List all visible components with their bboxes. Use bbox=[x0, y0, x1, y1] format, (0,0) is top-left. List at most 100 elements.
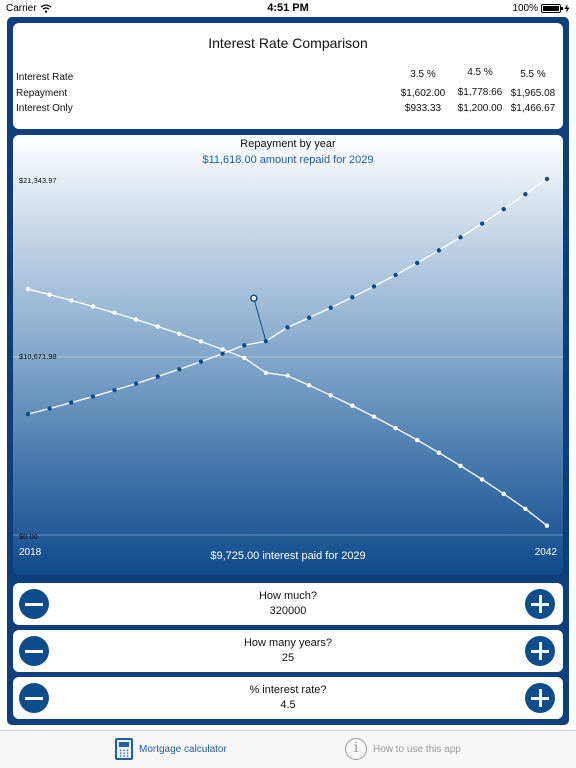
tab-how-to-use[interactable]: i How to use this app bbox=[345, 738, 461, 760]
data-point-interest[interactable] bbox=[198, 339, 204, 344]
data-point-interest[interactable] bbox=[220, 347, 225, 352]
carrier-indicator: Carrier bbox=[6, 3, 52, 14]
data-point-repaid[interactable] bbox=[436, 248, 442, 253]
rate-mid-value: 4.5 % bbox=[467, 67, 493, 78]
y-tick-label-max: $21,343.97 bbox=[19, 176, 57, 185]
data-point-interest[interactable] bbox=[285, 373, 290, 378]
data-point-repaid[interactable] bbox=[25, 411, 31, 417]
data-point-interest[interactable] bbox=[458, 463, 463, 468]
data-point-repaid[interactable] bbox=[285, 325, 290, 330]
control-label: How much? bbox=[258, 590, 318, 602]
comparison-row-repayment: Repayment $1,602.00 $1,778.66 $1,965.08 bbox=[13, 87, 563, 102]
comparison-row-interest-rate: Interest Rate 3.5 % 4.5 % 5.5 % bbox=[13, 67, 563, 86]
data-point-interest[interactable] bbox=[501, 491, 506, 497]
interest-rate-comparison-panel: Interest Rate Comparison Interest Rate 3… bbox=[13, 23, 563, 129]
data-point-repaid[interactable] bbox=[328, 305, 333, 310]
data-point-repaid[interactable] bbox=[155, 374, 160, 379]
data-point-interest[interactable] bbox=[242, 355, 247, 360]
data-point-interest[interactable] bbox=[133, 317, 139, 322]
row-label: Interest Only bbox=[16, 103, 73, 114]
data-point-interest[interactable] bbox=[177, 331, 182, 336]
increase-rate-button[interactable] bbox=[525, 683, 555, 713]
repayment-chart-panel[interactable]: Repayment by year $11,618.00 amount repa… bbox=[13, 135, 563, 575]
row-label: Interest Rate bbox=[16, 72, 74, 83]
data-point-repaid[interactable] bbox=[415, 260, 420, 266]
data-point-interest[interactable] bbox=[479, 477, 485, 482]
data-point-interest[interactable] bbox=[544, 523, 550, 528]
data-point-interest[interactable] bbox=[155, 324, 160, 329]
data-point-interest[interactable] bbox=[47, 292, 52, 297]
data-point-repaid[interactable] bbox=[263, 339, 269, 344]
amount-repaid-readout: $11,618.00 amount repaid for 2029 bbox=[202, 154, 373, 166]
increase-amount-button[interactable] bbox=[525, 589, 555, 619]
data-point-interest[interactable] bbox=[69, 298, 74, 303]
data-point-repaid[interactable] bbox=[112, 388, 117, 393]
app-frame: Interest Rate Comparison Interest Rate 3… bbox=[7, 17, 569, 725]
data-point-repaid[interactable] bbox=[479, 221, 485, 226]
decrease-years-button[interactable] bbox=[19, 636, 49, 666]
y-tick-label-min: $0.00 bbox=[19, 532, 38, 541]
data-point-repaid[interactable] bbox=[177, 367, 182, 372]
repayment-low-value: $1,602.00 bbox=[400, 88, 446, 99]
tab-mortgage-calculator[interactable]: Mortgage calculator bbox=[115, 738, 227, 760]
data-point-repaid[interactable] bbox=[220, 351, 225, 356]
interest-rate-control: % interest rate? 4.5 bbox=[13, 677, 563, 719]
data-point-interest[interactable] bbox=[523, 506, 528, 512]
control-label: How many years? bbox=[243, 637, 333, 649]
data-point-repaid[interactable] bbox=[393, 272, 398, 278]
x-end-label: 2042 bbox=[535, 547, 558, 558]
increase-years-button[interactable] bbox=[525, 636, 555, 666]
data-point-repaid[interactable] bbox=[523, 192, 528, 197]
data-point-interest[interactable] bbox=[90, 304, 96, 309]
data-point-repaid[interactable] bbox=[371, 284, 377, 289]
data-point-repaid[interactable] bbox=[69, 400, 74, 405]
data-point-repaid[interactable] bbox=[133, 381, 139, 386]
data-point-repaid[interactable] bbox=[47, 406, 52, 411]
interest-only-low-value: $933.33 bbox=[404, 103, 442, 114]
status-time: 4:51 PM bbox=[267, 2, 309, 14]
data-point-repaid[interactable] bbox=[350, 295, 355, 300]
selection-marker-handle[interactable] bbox=[250, 294, 258, 302]
data-point-interest[interactable] bbox=[393, 425, 398, 431]
data-point-interest[interactable] bbox=[371, 414, 377, 419]
data-point-repaid[interactable] bbox=[501, 206, 506, 212]
data-point-interest[interactable] bbox=[306, 383, 312, 388]
data-point-interest[interactable] bbox=[328, 393, 333, 398]
tab-bar: Mortgage calculator i How to use this ap… bbox=[0, 730, 576, 768]
data-point-repaid[interactable] bbox=[198, 359, 204, 364]
data-point-repaid[interactable] bbox=[306, 315, 312, 320]
data-point-interest[interactable] bbox=[436, 450, 442, 455]
charging-bolt-icon bbox=[564, 4, 570, 13]
data-point-interest[interactable] bbox=[350, 403, 355, 408]
loan-amount-value: 320000 bbox=[269, 605, 307, 617]
y-tick-label-mid: $10,671.98 bbox=[19, 352, 57, 361]
row-label: Repayment bbox=[16, 88, 68, 99]
data-point-repaid[interactable] bbox=[458, 235, 463, 240]
repayment-chart[interactable]: Repayment by year $11,618.00 amount repa… bbox=[13, 135, 563, 575]
info-icon: i bbox=[345, 738, 367, 760]
comparison-title: Interest Rate Comparison bbox=[208, 35, 368, 51]
status-bar: Carrier 4:51 PM 100% bbox=[0, 0, 576, 16]
battery-indicator: 100% bbox=[512, 3, 570, 14]
tab-label: How to use this app bbox=[373, 743, 461, 755]
data-point-repaid[interactable] bbox=[544, 176, 550, 182]
data-point-repaid[interactable] bbox=[90, 394, 96, 399]
control-label: % interest rate? bbox=[249, 684, 327, 696]
loan-amount-control: How much? 320000 bbox=[13, 583, 563, 625]
data-point-interest[interactable] bbox=[25, 286, 31, 292]
rate-low-value: 3.5 % bbox=[410, 69, 436, 80]
data-point-interest[interactable] bbox=[263, 370, 269, 375]
decrease-amount-button[interactable] bbox=[19, 589, 49, 619]
x-start-label: 2018 bbox=[19, 547, 42, 558]
wifi-icon bbox=[40, 4, 52, 13]
interest-paid-readout: $9,725.00 interest paid for 2029 bbox=[210, 550, 365, 562]
comparison-row-interest-only: Interest Only $933.33 $1,200.00 $1,466.6… bbox=[13, 103, 563, 117]
data-point-repaid[interactable] bbox=[242, 343, 247, 348]
data-point-interest[interactable] bbox=[112, 310, 117, 316]
series-line-repaid bbox=[27, 178, 548, 415]
series-line-interest bbox=[27, 288, 548, 527]
interest-only-high-value: $1,466.67 bbox=[510, 103, 556, 114]
decrease-rate-button[interactable] bbox=[19, 683, 49, 713]
data-point-interest[interactable] bbox=[415, 437, 420, 443]
carrier-label: Carrier bbox=[6, 3, 37, 14]
